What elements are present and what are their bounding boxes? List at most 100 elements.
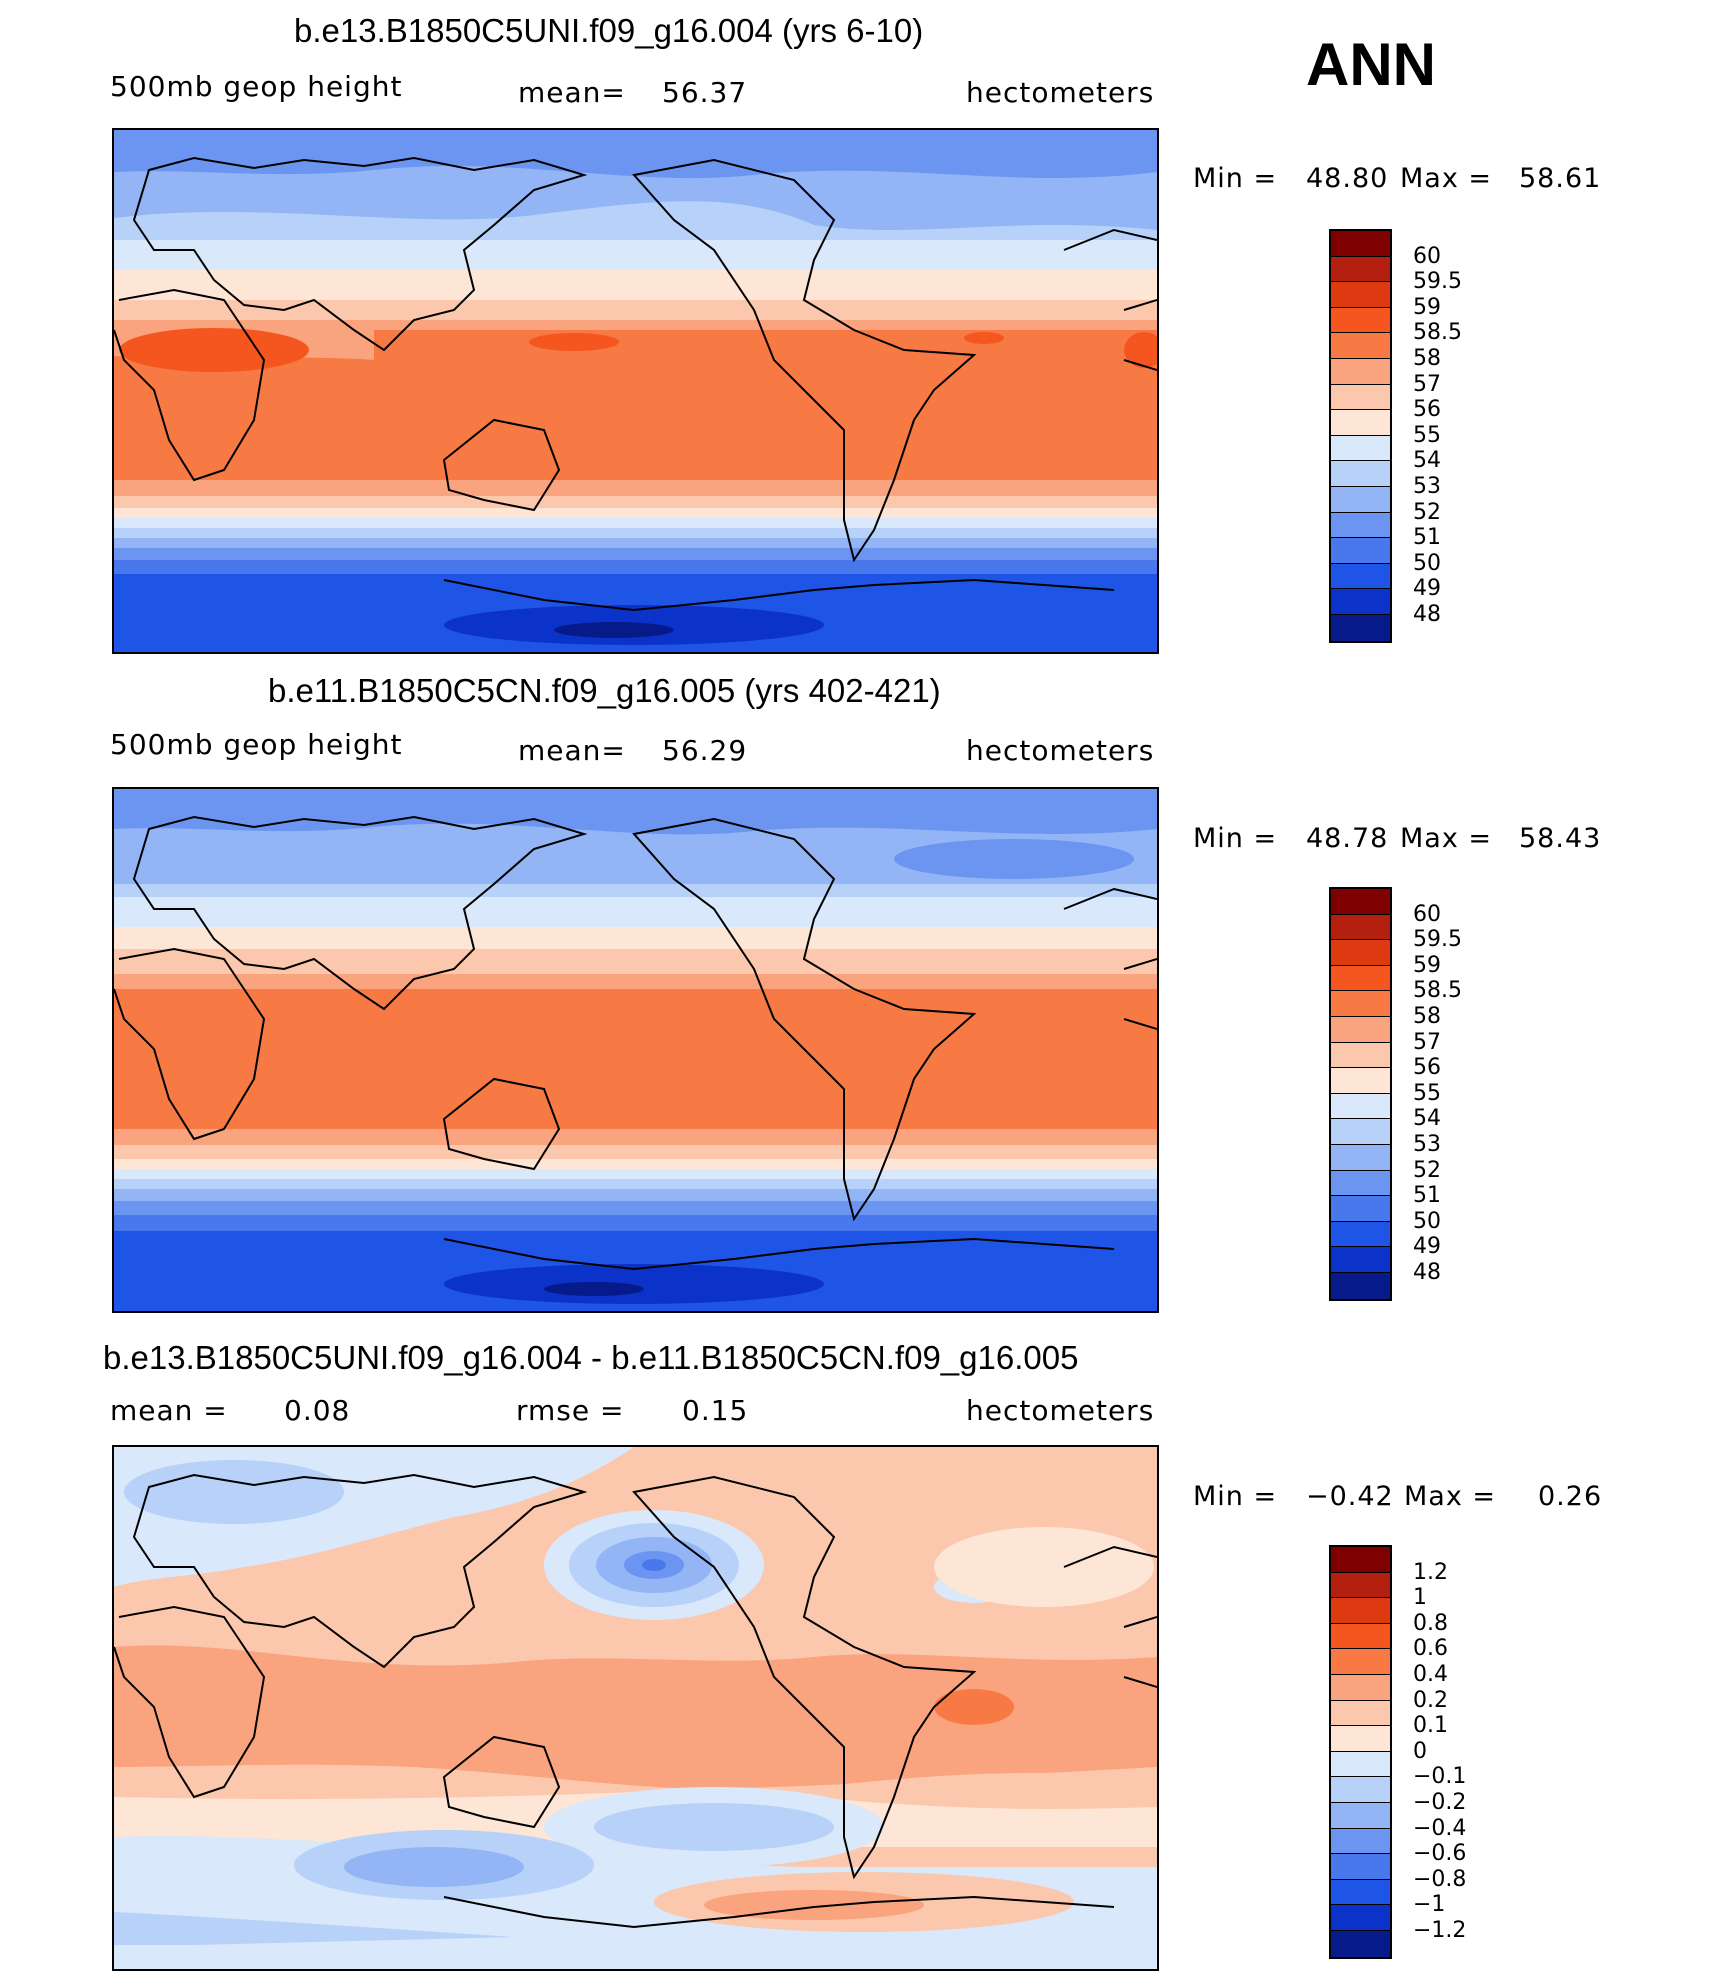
max-value: 58.61 — [1519, 163, 1602, 194]
colorbar-swatch — [1331, 358, 1390, 385]
colorbar-tick-label: 56 — [1413, 1055, 1441, 1081]
colorbar-swatch — [1331, 461, 1390, 487]
colorbar-swatch — [1331, 1119, 1390, 1145]
colorbar-swatch — [1331, 538, 1390, 564]
colorbar-tick-label: 56 — [1413, 397, 1441, 423]
colorbar-tick-label: −1 — [1413, 1892, 1446, 1918]
colorbar-tick-label: 54 — [1413, 448, 1441, 474]
diff-mean-label: mean = — [110, 1394, 228, 1427]
colorbar-tick-label: 59.5 — [1413, 269, 1462, 295]
colorbar-tick-label: 48 — [1413, 1260, 1441, 1285]
colorbar-tick-label: 52 — [1413, 499, 1441, 525]
mean-value: 56.29 — [662, 734, 748, 767]
colorbar-tick-label: 51 — [1413, 1183, 1441, 1209]
colorbar-swatch — [1331, 1623, 1390, 1650]
colorbar-swatch — [1331, 965, 1390, 992]
colorbar-swatch — [1331, 486, 1390, 513]
colorbar-swatch — [1331, 589, 1390, 615]
colorbar-tick-label: 55 — [1413, 422, 1441, 448]
colorbar-tick-label: 57 — [1413, 371, 1441, 397]
max-value: 58.43 — [1519, 823, 1602, 854]
rmse-label: rmse = — [516, 1394, 625, 1427]
diff-mean-value: 0.08 — [284, 1394, 351, 1427]
colorbar-swatch — [1331, 231, 1390, 257]
colorbar-tick-label: 0.1 — [1413, 1713, 1448, 1739]
colorbar-tick-label: −0.6 — [1413, 1841, 1467, 1867]
colorbar-swatch — [1331, 940, 1390, 966]
colorbar-swatch — [1331, 1905, 1390, 1931]
colorbar-swatch — [1331, 1879, 1390, 1906]
colorbar-tick-label: 48 — [1413, 602, 1441, 627]
colorbar-swatch — [1331, 991, 1390, 1017]
max-label: Max = — [1400, 823, 1493, 854]
mean-label: mean= — [518, 734, 626, 767]
colorbar-swatch — [1331, 614, 1390, 641]
colorbar-tick-label: −0.2 — [1413, 1790, 1467, 1815]
geop-height-map — [112, 787, 1159, 1313]
colorbar-swatch — [1331, 889, 1390, 915]
rmse-value: 0.15 — [682, 1394, 749, 1427]
colorbar-tick-label: 53 — [1413, 474, 1441, 499]
colorbar-swatch — [1331, 1221, 1390, 1248]
min-value: 48.78 — [1306, 823, 1389, 854]
colorbar-swatch — [1331, 282, 1390, 308]
colorbar-swatch — [1331, 256, 1390, 283]
colorbar-tick-label: 60 — [1413, 243, 1441, 269]
mean-label: mean= — [518, 76, 626, 109]
colorbar-swatch — [1331, 1547, 1390, 1573]
units-label: hectometers — [966, 734, 1155, 767]
min-value: −0.42 — [1306, 1481, 1394, 1512]
colorbar-tick-label: 50 — [1413, 550, 1441, 576]
colorbar-tick-label: 49 — [1413, 1234, 1441, 1260]
colorbar-swatch — [1331, 410, 1390, 436]
colorbar-swatch — [1331, 1802, 1390, 1829]
max-label: Max = — [1400, 163, 1493, 194]
min-value: 48.80 — [1306, 163, 1389, 194]
mean-value: 56.37 — [662, 76, 748, 109]
colorbar-swatch — [1331, 384, 1390, 411]
colorbar-swatch — [1331, 1751, 1390, 1778]
units-label: hectometers — [966, 76, 1155, 109]
colorbar-tick-label: 49 — [1413, 576, 1441, 602]
max-value: 0.26 — [1538, 1481, 1603, 1512]
min-label: Min = — [1193, 1481, 1278, 1512]
colorbar-swatch — [1331, 1016, 1390, 1043]
colorbar-tick-label: 59 — [1413, 294, 1441, 320]
colorbar-tick-label: 0 — [1413, 1738, 1427, 1764]
colorbar-tick-label: 58 — [1413, 346, 1441, 371]
colorbar-swatch — [1331, 1170, 1390, 1197]
colorbar-swatch — [1331, 1649, 1390, 1675]
colorbar-swatch — [1331, 1598, 1390, 1624]
colorbar-swatch — [1331, 1777, 1390, 1803]
colorbar-swatch — [1331, 914, 1390, 941]
colorbar-tick-label: −0.1 — [1413, 1764, 1467, 1790]
colorbar-tick-label: 50 — [1413, 1208, 1441, 1234]
colorbar-tick-label: 1.2 — [1413, 1559, 1448, 1585]
colorbar — [1329, 887, 1392, 1301]
colorbar-swatch — [1331, 1093, 1390, 1120]
colorbar-tick-label: 55 — [1413, 1080, 1441, 1106]
colorbar-swatch — [1331, 1700, 1390, 1727]
colorbar-tick-label: 0.6 — [1413, 1636, 1448, 1662]
colorbar-tick-label: 1 — [1413, 1585, 1427, 1611]
variable-label: 500mb geop height — [110, 728, 403, 761]
panel-title: b.e13.B1850C5UNI.f09_g16.004 - b.e11.B18… — [103, 1339, 1079, 1376]
colorbar-swatch — [1331, 333, 1390, 359]
colorbar-swatch — [1331, 1272, 1390, 1299]
colorbar-tick-label: 59.5 — [1413, 927, 1462, 953]
season-label: ANN — [1306, 31, 1436, 98]
colorbar-swatch — [1331, 1068, 1390, 1094]
colorbar-tick-label: −1.2 — [1413, 1918, 1467, 1943]
colorbar-swatch — [1331, 1674, 1390, 1701]
colorbar-tick-label: 57 — [1413, 1029, 1441, 1055]
difference-map — [112, 1445, 1159, 1971]
min-label: Min = — [1193, 163, 1278, 194]
colorbar-swatch — [1331, 1572, 1390, 1599]
colorbar-swatch — [1331, 512, 1390, 539]
colorbar-tick-label: 60 — [1413, 901, 1441, 927]
colorbar-tick-label: 58 — [1413, 1004, 1441, 1029]
max-label: Max = — [1404, 1481, 1497, 1512]
panel-title: b.e13.B1850C5UNI.f09_g16.004 (yrs 6-10) — [294, 12, 924, 49]
colorbar — [1329, 1545, 1392, 1959]
colorbar-swatch — [1331, 1930, 1390, 1957]
